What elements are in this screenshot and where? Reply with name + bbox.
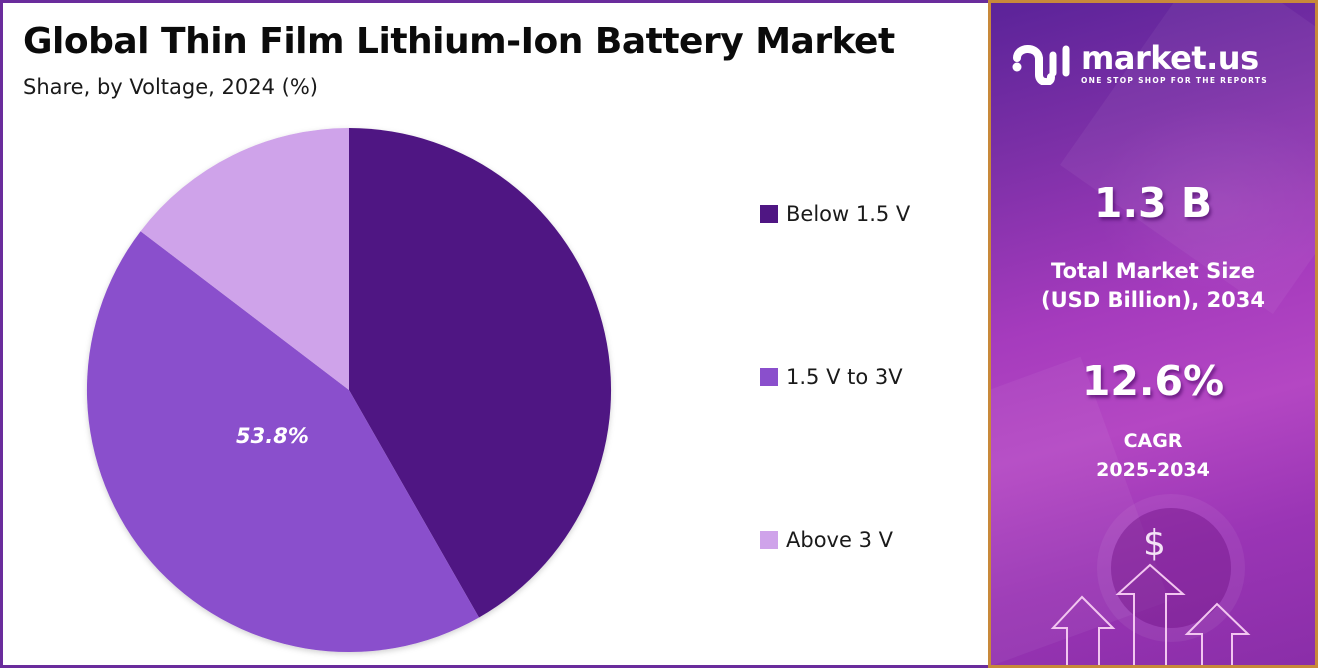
chart-title: Global Thin Film Lithium-Ion Battery Mar… <box>23 21 895 62</box>
dollar-icon: $ <box>1143 523 1166 564</box>
pie-slice-1-5v-to-3v[interactable] <box>86 231 480 653</box>
legend-swatch-icon <box>760 531 778 549</box>
legend-swatch-icon <box>760 205 778 223</box>
legend-swatch-icon <box>760 368 778 386</box>
market-size-label-line1: Total Market Size <box>1051 259 1255 283</box>
pie-chart: 53.8% <box>81 124 621 664</box>
pie-slice-value-label: 53.8% <box>236 424 309 448</box>
market-size-label: Total Market Size (USD Billion), 2034 <box>991 257 1315 315</box>
legend-label: 1.5 V to 3V <box>786 365 903 389</box>
cagr-value: 12.6% <box>1081 357 1225 405</box>
legend-label: Below 1.5 V <box>786 202 911 226</box>
market-us-logo-icon <box>1012 45 1070 85</box>
logo-name: market.us <box>1081 38 1259 77</box>
market-us-logo[interactable]: market.us ONE STOP SHOP FOR THE REPORTS <box>1011 41 1268 85</box>
legend-item-1-5v-to-3v[interactable]: 1.5 V to 3V <box>760 365 903 389</box>
chart-panel: Global Thin Film Lithium-Ion Battery Mar… <box>0 0 988 668</box>
cagr-label: CAGR 2025-2034 <box>991 427 1315 485</box>
market-size-label-line2: (USD Billion), 2034 <box>1040 288 1266 312</box>
chart-subtitle: Share, by Voltage, 2024 (%) <box>23 75 318 99</box>
legend-item-below-1-5v[interactable]: Below 1.5 V <box>760 202 910 226</box>
market-size-value: 1.3 B <box>1093 179 1213 227</box>
pie-slice-below-1-5v[interactable] <box>349 127 612 618</box>
stats-side-panel: market.us ONE STOP SHOP FOR THE REPORTS … <box>988 0 1318 668</box>
cagr-label-line1: CAGR <box>1123 430 1183 452</box>
legend-label: Above 3 V <box>786 528 893 552</box>
pie-svg <box>86 127 612 653</box>
growth-arrows-icon <box>1050 563 1251 665</box>
logo-tagline: ONE STOP SHOP FOR THE REPORTS <box>1081 75 1268 85</box>
pie-slice-above-3v[interactable] <box>140 128 349 390</box>
coin-decoration <box>1111 508 1231 628</box>
cagr-label-line2: 2025-2034 <box>1096 459 1210 481</box>
legend-item-above-3v[interactable]: Above 3 V <box>760 528 893 552</box>
